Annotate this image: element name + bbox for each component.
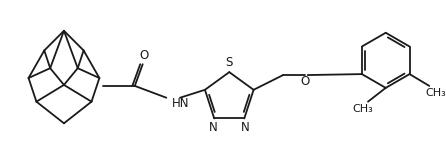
Text: CH₃: CH₃ bbox=[353, 104, 373, 114]
Text: HN: HN bbox=[172, 97, 190, 110]
Text: N: N bbox=[209, 121, 218, 134]
Text: O: O bbox=[300, 75, 310, 88]
Text: CH₃: CH₃ bbox=[426, 88, 446, 98]
Text: S: S bbox=[226, 56, 233, 69]
Text: N: N bbox=[241, 121, 250, 134]
Text: O: O bbox=[139, 49, 148, 62]
